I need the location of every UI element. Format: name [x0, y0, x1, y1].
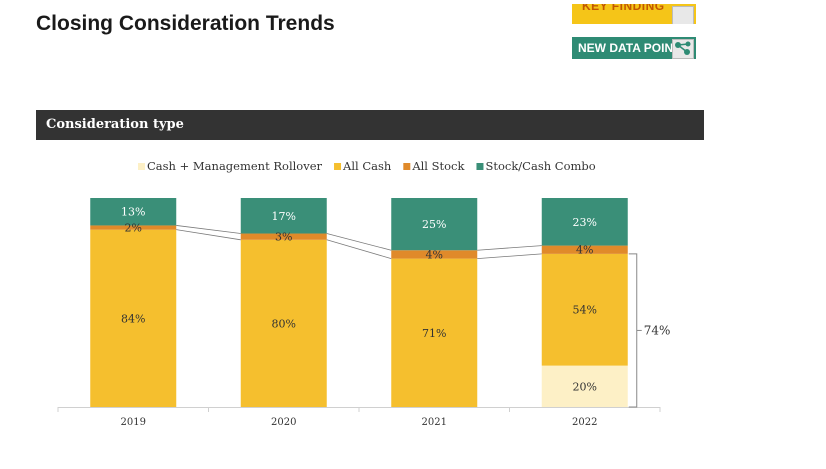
key-finding-tag[interactable]: KEY FINDING [572, 4, 696, 24]
legend-label: Cash + Management Rollover [147, 159, 323, 173]
data-label: 23% [573, 216, 597, 229]
network-icon [672, 39, 694, 59]
data-label: 4% [426, 248, 443, 261]
bar-segment [240, 233, 327, 240]
legend-label: All Stock [411, 159, 465, 173]
connector-line [326, 239, 392, 259]
connector-line [176, 225, 241, 234]
bar-segment [240, 239, 327, 407]
bar-segment [541, 245, 628, 254]
bar-segment [391, 250, 478, 259]
network-icon-graphic [675, 41, 691, 55]
new-data-point-label: NEW DATA POINT [578, 41, 681, 55]
key-finding-label: KEY FINDING [582, 4, 665, 13]
bar-segment [391, 258, 478, 407]
legend-label: All Cash [342, 159, 392, 173]
data-label: 2% [125, 222, 142, 235]
connector-line [477, 253, 542, 260]
x-tick-label: 2019 [121, 417, 146, 428]
section-header: Consideration type [36, 110, 704, 140]
legend-swatch [403, 163, 411, 170]
legend-swatch [476, 163, 484, 170]
x-tick-label: 2020 [271, 417, 296, 428]
data-label: 20% [573, 380, 597, 393]
legend-label: Stock/Cash Combo [485, 159, 595, 173]
legend-swatch [138, 163, 145, 170]
bar-segment [541, 198, 628, 246]
data-label: 17% [272, 210, 296, 223]
connector-line [326, 233, 392, 251]
bar-segment [90, 225, 177, 230]
data-label: 4% [576, 244, 593, 257]
network-icon [672, 6, 694, 24]
data-label: 71% [422, 327, 446, 340]
data-label: 54% [573, 304, 597, 317]
data-label: 3% [275, 231, 292, 244]
data-label: 25% [422, 218, 446, 231]
connector-line [477, 245, 542, 251]
legend-swatch [334, 163, 342, 170]
bar-segment [541, 253, 628, 366]
bar-segment [391, 198, 478, 251]
data-label: 84% [121, 312, 145, 325]
connector-line [176, 229, 241, 241]
bracket-annotation: 74% [644, 323, 671, 337]
bar-segment [90, 198, 177, 226]
data-label: 80% [272, 317, 296, 330]
bracket [628, 253, 638, 408]
section-header-label: Consideration type [46, 117, 184, 132]
bar-segment [90, 229, 177, 407]
bar-segment [240, 198, 327, 234]
x-tick-label: 2022 [572, 417, 597, 428]
x-tick-label: 2021 [422, 417, 447, 428]
data-label: 13% [121, 206, 145, 219]
bar-segment [541, 365, 628, 407]
new-data-point-tag[interactable]: NEW DATA POINT [572, 37, 696, 59]
page-title: Closing Consideration Trends [36, 12, 335, 35]
